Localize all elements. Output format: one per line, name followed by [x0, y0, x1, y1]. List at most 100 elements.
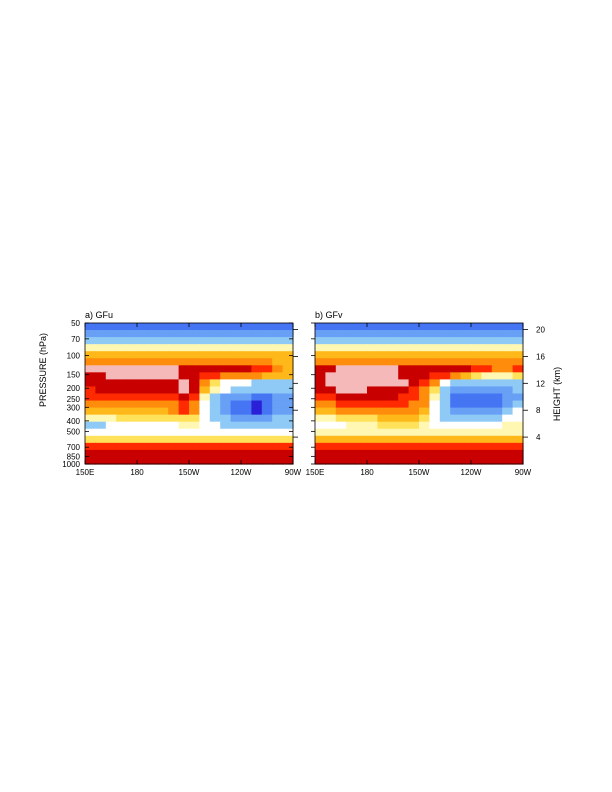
panel-b-cell-8-18: [502, 379, 514, 388]
panel-a-cell-8-3: [116, 379, 128, 388]
panel-a-cell-14-16: [251, 421, 263, 430]
panel-b-cell-12-13: [450, 407, 462, 416]
panel-b-cell-15-18: [502, 428, 514, 437]
panel-b-cell-0-13: [450, 323, 462, 331]
panel-b-cell-1-16: [481, 330, 493, 338]
panel-b-cell-19-13: [450, 456, 462, 465]
panel-b-cell-13-4: [356, 414, 368, 423]
panel-a-cell-17-0: [85, 442, 96, 451]
panel-a-cell-2-15: [241, 337, 252, 345]
panel-a-cell-14-9: [178, 421, 190, 430]
panel-a-x-tick-label-3: 120W: [231, 468, 252, 477]
panel-b-height-axis: 20 16 12 8 4: [311, 322, 545, 465]
panel-a-cell-10-9: [178, 393, 190, 402]
panel-b-cell-8-14: [460, 379, 472, 388]
panel-a-cell-19-18: [272, 456, 284, 465]
pressure-tick-label-5: 250: [67, 395, 81, 404]
panel-a-cell-5-6: [147, 358, 159, 366]
panel-a-cell-6-14: [230, 365, 242, 373]
panel-a-cell-15-11: [199, 428, 211, 437]
panel-a-cell-10-11: [199, 393, 211, 402]
panel-b-cell-13-8: [398, 414, 410, 423]
panel-a-cell-2-6: [147, 337, 159, 345]
panel-b-cell-6-9: [408, 365, 420, 373]
panel-b-cell-1-17: [491, 330, 503, 338]
panel-b-cell-4-14: [460, 351, 472, 359]
panel-b-cell-2-19: [512, 337, 524, 345]
panel-b-cell-5-12: [439, 358, 451, 366]
panel-a-cell-16-16: [251, 435, 263, 444]
panel-a-cell-16-18: [272, 435, 284, 444]
panel-b-cell-4-3: [346, 351, 358, 359]
panel-a-cell-12-9: [178, 407, 190, 416]
panel-b-cell-4-11: [429, 351, 441, 359]
panel-a-cell-16-0: [85, 435, 96, 444]
panel-a-cell-6-19: [282, 365, 294, 373]
panel-a-cell-17-14: [230, 442, 242, 451]
panel-a-cell-16-3: [116, 435, 128, 444]
panel-b-cell-1-1: [325, 330, 337, 338]
panel-b-cell-17-3: [346, 442, 358, 451]
panel-a-field: [85, 323, 294, 465]
panel-b-cell-19-8: [398, 456, 410, 465]
panel-a-cell-9-19: [282, 386, 294, 395]
panel-b-cell-18-1: [325, 449, 337, 458]
panel-b-cell-3-12: [439, 344, 451, 352]
panel-b-cell-9-16: [481, 386, 493, 395]
panel-b-cell-3-10: [419, 344, 430, 352]
panel-b-cell-8-5: [367, 379, 378, 388]
panel-b-cell-1-5: [367, 330, 378, 338]
panel-a-cell-7-12: [209, 372, 221, 380]
panel-a-cell-15-17: [261, 428, 273, 437]
panel-a-title: a) GFu: [85, 310, 113, 320]
panel-b-cell-9-19: [512, 386, 524, 395]
panel-b-cell-5-19: [512, 358, 524, 366]
panel-a-cell-14-4: [126, 421, 138, 430]
panel-b-cell-16-16: [481, 435, 493, 444]
panel-b-cell-2-3: [346, 337, 358, 345]
pressure-tick-label-6: 300: [67, 403, 81, 412]
panel-b-cell-11-16: [481, 400, 493, 409]
panel-b-cell-14-15: [471, 421, 482, 430]
panel-a-cell-16-12: [209, 435, 221, 444]
panel-a-cell-1-3: [116, 330, 128, 338]
pressure-tick-label-11: 1000: [62, 460, 80, 469]
panel-a-cell-15-8: [168, 428, 180, 437]
panel-b-cell-6-18: [502, 365, 514, 373]
panel-b-cell-19-6: [377, 456, 389, 465]
panel-a-cell-8-8: [168, 379, 180, 388]
panel-a-cell-17-13: [220, 442, 232, 451]
panel-a-cell-15-12: [209, 428, 221, 437]
panel-b-cell-4-4: [356, 351, 368, 359]
panel-b-cell-18-2: [335, 449, 347, 458]
panel-b-cell-10-15: [471, 393, 482, 402]
panel-a-cell-10-17: [261, 393, 273, 402]
panel-b-cell-8-12: [439, 379, 451, 388]
panel-a-cell-19-5: [137, 456, 148, 465]
panel-b-cell-18-5: [367, 449, 378, 458]
panel-b-cell-4-0: [315, 351, 326, 359]
panel-a-cell-18-18: [272, 449, 284, 458]
pressure-axis-label: PRESSURE (hPa): [38, 333, 48, 407]
panel-b-cell-0-6: [377, 323, 389, 331]
pressure-tick-label-1: 70: [71, 335, 80, 344]
panel-a-cell-8-1: [95, 379, 107, 388]
panel-a-cell-19-4: [126, 456, 138, 465]
panel-a-cell-6-15: [241, 365, 252, 373]
panel-a-cell-2-19: [282, 337, 294, 345]
panel-a-cell-14-8: [168, 421, 180, 430]
panel-b-cell-6-8: [398, 365, 410, 373]
panel-a-cell-6-7: [157, 365, 169, 373]
panel-b-cell-8-1: [325, 379, 337, 388]
panel-a-cell-6-12: [209, 365, 221, 373]
panel-b-cell-18-17: [491, 449, 503, 458]
panel-a-cell-2-3: [116, 337, 128, 345]
panel-a-cell-11-8: [168, 400, 180, 409]
panel-a-cell-3-11: [199, 344, 211, 352]
panel-a-cell-3-9: [178, 344, 190, 352]
panel-b-cell-17-11: [429, 442, 441, 451]
panel-b-cell-9-1: [325, 386, 337, 395]
panel-b-cell-2-2: [335, 337, 347, 345]
panel-a-cell-9-14: [230, 386, 242, 395]
panel-a-cell-11-10: [189, 400, 200, 409]
